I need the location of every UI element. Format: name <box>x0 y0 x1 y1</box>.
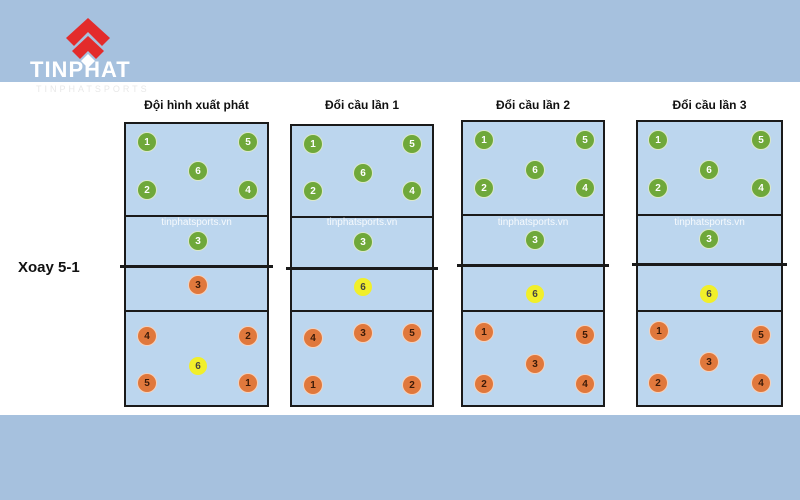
player-marker: 1 <box>239 374 257 392</box>
setter-marker: 6 <box>354 278 372 296</box>
setter-marker: 6 <box>700 285 718 303</box>
player-marker: 1 <box>304 135 322 153</box>
player-marker: 4 <box>752 179 770 197</box>
player-marker: 2 <box>304 182 322 200</box>
player-marker: 3 <box>189 276 207 294</box>
court-title: Đổi cầu lần 2 <box>495 98 571 112</box>
net-line <box>457 264 609 267</box>
player-marker: 5 <box>576 131 594 149</box>
attack-line <box>290 216 434 218</box>
player-marker: 2 <box>475 179 493 197</box>
player-marker: 4 <box>403 182 421 200</box>
watermark: tinphatsports.vn <box>497 217 569 228</box>
player-marker: 4 <box>576 179 594 197</box>
player-marker: 5 <box>752 131 770 149</box>
player-marker: 5 <box>403 135 421 153</box>
attack-line <box>124 310 269 312</box>
player-marker: 1 <box>138 133 156 151</box>
player-marker: 4 <box>752 374 770 392</box>
player-marker: 2 <box>239 327 257 345</box>
tinphat-logo-icon <box>66 18 110 68</box>
player-marker: 4 <box>576 375 594 393</box>
player-marker: 2 <box>403 376 421 394</box>
watermark: tinphatsports.vn <box>326 217 398 228</box>
attack-line <box>290 310 434 312</box>
player-marker: 1 <box>475 131 493 149</box>
player-marker: 3 <box>526 355 544 373</box>
attack-line <box>636 214 783 216</box>
player-marker: 3 <box>700 230 718 248</box>
setter-marker: 6 <box>526 285 544 303</box>
player-marker: 3 <box>189 232 207 250</box>
setter-marker: 6 <box>189 357 207 375</box>
player-marker: 1 <box>304 376 322 394</box>
player-marker: 3 <box>526 231 544 249</box>
attack-line <box>124 215 269 217</box>
watermark: tinphatsports.vn <box>161 217 232 228</box>
logo-text: TINPHAT <box>30 57 131 82</box>
watermark: tinphatsports.vn <box>674 217 745 228</box>
net-line <box>632 263 787 266</box>
player-marker: 3 <box>700 353 718 371</box>
player-marker: 6 <box>189 162 207 180</box>
player-marker: 2 <box>649 179 667 197</box>
court-title: Đội hình xuất phát <box>144 98 249 112</box>
net-line <box>120 265 273 268</box>
court-title: Đổi cầu lần 1 <box>324 98 400 112</box>
player-marker: 3 <box>354 233 372 251</box>
net-line <box>286 267 438 270</box>
attack-line <box>636 310 783 312</box>
player-marker: 6 <box>700 161 718 179</box>
player-marker: 5 <box>576 326 594 344</box>
player-marker: 5 <box>403 324 421 342</box>
attack-line <box>461 214 605 216</box>
player-marker: 4 <box>304 329 322 347</box>
player-marker: 5 <box>138 374 156 392</box>
attack-line <box>461 310 605 312</box>
player-marker: 2 <box>475 375 493 393</box>
player-marker: 6 <box>354 164 372 182</box>
player-marker: 2 <box>649 374 667 392</box>
logo-subtext: TINPHATSPORTS <box>36 84 150 94</box>
player-marker: 1 <box>649 131 667 149</box>
player-marker: 6 <box>526 161 544 179</box>
court-title: Đổi cầu lần 3 <box>672 98 747 112</box>
player-marker: 1 <box>475 323 493 341</box>
player-marker: 5 <box>752 326 770 344</box>
player-marker: 1 <box>650 322 668 340</box>
player-marker: 5 <box>239 133 257 151</box>
player-marker: 4 <box>138 327 156 345</box>
player-marker: 4 <box>239 181 257 199</box>
player-marker: 2 <box>138 181 156 199</box>
player-marker: 3 <box>354 324 372 342</box>
rotation-label: Xoay 5-1 <box>18 259 80 276</box>
